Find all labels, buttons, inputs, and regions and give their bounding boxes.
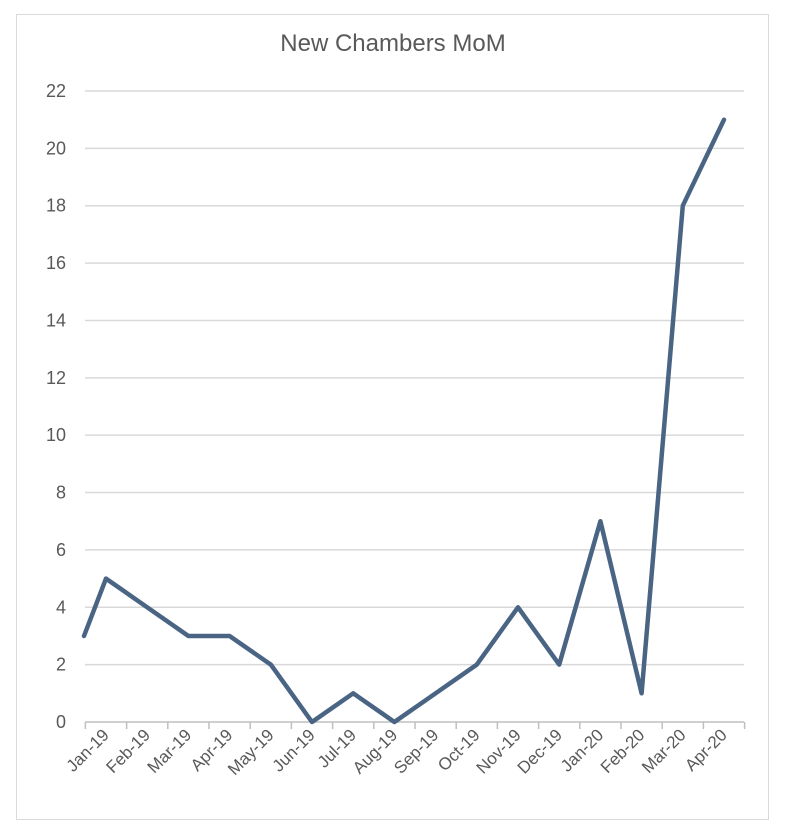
x-tick-label: Feb-19 — [102, 725, 154, 777]
y-tick-label: 16 — [46, 253, 66, 273]
series-line — [81, 117, 727, 725]
y-tick-label: 0 — [56, 712, 66, 732]
y-tick-label: 18 — [46, 196, 66, 216]
y-tick-label: 8 — [56, 483, 66, 503]
x-axis: Jan-19Feb-19Mar-19Apr-19May-19Jun-19Jul-… — [63, 721, 746, 779]
x-tick-label: Feb-20 — [597, 725, 649, 777]
x-tick-label: Mar-19 — [144, 725, 196, 777]
y-tick-label: 22 — [46, 81, 66, 101]
x-tick-label: Aug-19 — [349, 725, 401, 777]
chart-title: New Chambers MoM — [280, 30, 506, 57]
y-tick-label: 20 — [46, 138, 66, 158]
y-tick-label: 12 — [46, 368, 66, 388]
x-tick-label: Jan-20 — [557, 725, 607, 775]
y-tick-label: 14 — [46, 310, 66, 330]
x-tick-label: Dec-19 — [514, 725, 566, 777]
y-tick-label: 10 — [46, 425, 66, 445]
x-tick-label: Jun-19 — [269, 725, 319, 775]
y-axis: 0 2 4 6 8 10 12 14 16 18 20 22 — [46, 81, 66, 732]
x-tick-label: Apr-20 — [681, 725, 731, 775]
x-tick-label: Sep-19 — [390, 725, 442, 777]
series — [81, 117, 727, 725]
y-tick-label: 6 — [56, 540, 66, 560]
x-tick-label: May-19 — [224, 725, 278, 779]
y-tick-label: 2 — [56, 655, 66, 675]
gridlines — [85, 90, 744, 666]
y-tick-label: 4 — [56, 597, 66, 617]
x-tick-label: Nov-19 — [473, 725, 525, 777]
x-tick-label: Jan-19 — [63, 725, 113, 775]
x-tick-label: Mar-20 — [638, 725, 690, 777]
